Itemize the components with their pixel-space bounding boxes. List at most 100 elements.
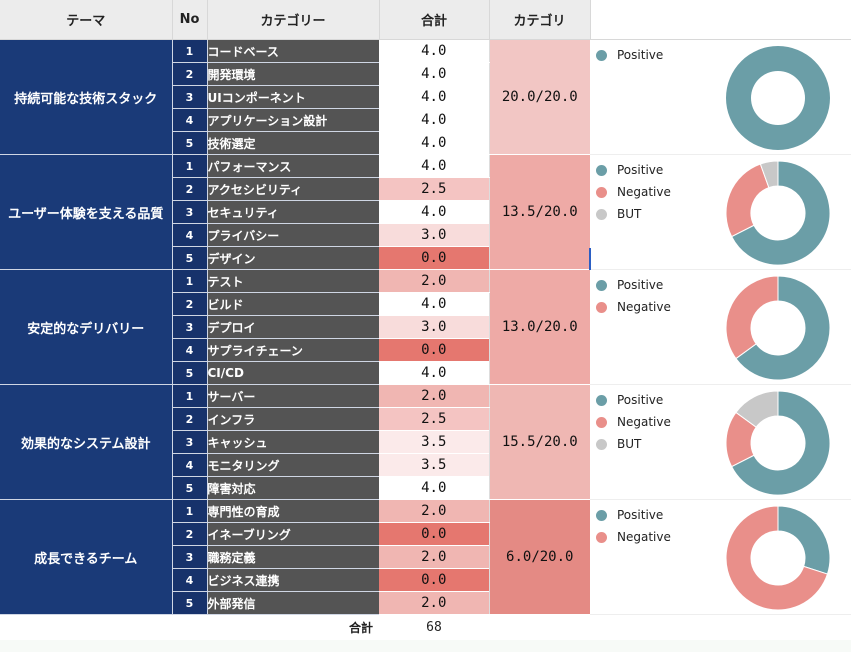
item-number[interactable]: 2 — [171, 292, 207, 316]
theme-label[interactable]: 安定的なデリバリー — [0, 269, 172, 385]
score-cell[interactable]: 4.0 — [379, 131, 489, 155]
item-number[interactable]: 1 — [171, 269, 207, 293]
category-name[interactable]: デザイン — [206, 246, 379, 270]
item-number[interactable]: 4 — [171, 568, 207, 592]
score-cell[interactable]: 2.5 — [379, 177, 489, 201]
category-name[interactable]: 専門性の育成 — [206, 499, 379, 523]
category-name[interactable]: CI/CD — [206, 361, 379, 385]
item-number[interactable]: 2 — [171, 522, 207, 546]
item-number[interactable]: 4 — [171, 338, 207, 362]
score-cell[interactable]: 3.0 — [379, 315, 489, 339]
donut-slice-negative — [725, 505, 829, 611]
table-row: 4 プライバシー 3.0 — [0, 223, 851, 247]
category-name[interactable]: ビルド — [206, 292, 379, 316]
category-name[interactable]: セキュリティ — [206, 200, 379, 224]
item-number[interactable]: 3 — [171, 315, 207, 339]
theme-label[interactable]: ユーザー体験を支える品質 — [0, 154, 172, 270]
group-total-cell[interactable]: 13.5/20.0 — [488, 154, 590, 270]
group-chart-cell: Positive — [590, 39, 851, 155]
category-name[interactable]: アクセシビリティ — [206, 177, 379, 201]
category-name[interactable]: コードベース — [206, 39, 379, 63]
category-name[interactable]: 障害対応 — [206, 476, 379, 500]
score-cell[interactable]: 2.5 — [379, 407, 489, 431]
item-number[interactable]: 3 — [171, 545, 207, 569]
theme-label[interactable]: 成長できるチーム — [0, 499, 172, 615]
score-cell[interactable]: 3.5 — [379, 430, 489, 454]
donut-slice-negative — [725, 163, 770, 238]
category-name[interactable]: イネーブリング — [206, 522, 379, 546]
score-cell[interactable]: 0.0 — [379, 522, 489, 546]
table-row: 2 イネーブリング 0.0 — [0, 522, 851, 546]
item-number[interactable]: 3 — [171, 200, 207, 224]
category-name[interactable]: UIコンポーネント — [206, 85, 379, 109]
item-number[interactable]: 5 — [171, 476, 207, 500]
table-row: 3 セキュリティ 4.0 — [0, 200, 851, 224]
score-cell[interactable]: 2.0 — [379, 591, 489, 615]
group-total-cell[interactable]: 6.0/20.0 — [488, 499, 590, 615]
group-total-cell[interactable]: 13.0/20.0 — [488, 269, 590, 385]
table-row: 4 アプリケーション設計 4.0 — [0, 108, 851, 132]
item-number[interactable]: 4 — [171, 223, 207, 247]
category-name[interactable]: 職務定義 — [206, 545, 379, 569]
score-cell[interactable]: 4.0 — [379, 108, 489, 132]
score-cell[interactable]: 4.0 — [379, 476, 489, 500]
category-name[interactable]: ビジネス連携 — [206, 568, 379, 592]
legend-dot-icon — [596, 509, 607, 521]
category-name[interactable]: サプライチェーン — [206, 338, 379, 362]
item-number[interactable]: 1 — [171, 39, 207, 63]
score-cell[interactable]: 0.0 — [379, 568, 489, 592]
score-cell[interactable]: 4.0 — [379, 361, 489, 385]
score-cell[interactable]: 2.0 — [379, 384, 489, 408]
group-total-cell[interactable]: 15.5/20.0 — [488, 384, 590, 500]
item-number[interactable]: 5 — [171, 361, 207, 385]
category-name[interactable]: プライバシー — [206, 223, 379, 247]
item-number[interactable]: 4 — [171, 108, 207, 132]
legend-dot-icon — [596, 301, 607, 313]
table-row: 持続可能な技術スタック 1 コードベース 4.0 20.0/20.0 Positive — [0, 39, 851, 155]
item-number[interactable]: 2 — [171, 407, 207, 431]
header-category: カテゴリー — [207, 0, 380, 40]
category-name[interactable]: テスト — [206, 269, 379, 293]
theme-label[interactable]: 持続可能な技術スタック — [0, 39, 172, 155]
category-name[interactable]: 外部発信 — [206, 591, 379, 615]
category-name[interactable]: 技術選定 — [206, 131, 379, 155]
item-number[interactable]: 2 — [171, 62, 207, 86]
donut-chart — [725, 390, 831, 496]
score-cell[interactable]: 4.0 — [379, 154, 489, 178]
item-number[interactable]: 5 — [171, 246, 207, 270]
category-name[interactable]: モニタリング — [206, 453, 379, 477]
score-cell[interactable]: 4.0 — [379, 62, 489, 86]
score-cell[interactable]: 3.5 — [379, 453, 489, 477]
item-number[interactable]: 4 — [171, 453, 207, 477]
score-cell[interactable]: 4.0 — [379, 200, 489, 224]
category-name[interactable]: パフォーマンス — [206, 154, 379, 178]
category-name[interactable]: サーバー — [206, 384, 379, 408]
category-name[interactable]: デプロイ — [206, 315, 379, 339]
group-total-cell[interactable]: 20.0/20.0 — [488, 39, 590, 155]
item-number[interactable]: 3 — [171, 85, 207, 109]
item-number[interactable]: 2 — [171, 177, 207, 201]
score-cell[interactable]: 2.0 — [379, 269, 489, 293]
score-cell[interactable]: 2.0 — [379, 499, 489, 523]
item-number[interactable]: 5 — [171, 131, 207, 155]
category-name[interactable]: 開発環境 — [206, 62, 379, 86]
item-number[interactable]: 3 — [171, 430, 207, 454]
legend-dot-icon — [596, 186, 607, 198]
score-cell[interactable]: 0.0 — [379, 246, 489, 270]
score-cell[interactable]: 4.0 — [379, 39, 489, 63]
item-number[interactable]: 1 — [171, 499, 207, 523]
score-cell[interactable]: 2.0 — [379, 545, 489, 569]
theme-label[interactable]: 効果的なシステム設計 — [0, 384, 172, 500]
category-name[interactable]: キャッシュ — [206, 430, 379, 454]
header-row: テーマ No カテゴリー 合計 カテゴリ — [0, 0, 851, 40]
score-cell[interactable]: 0.0 — [379, 338, 489, 362]
score-cell[interactable]: 4.0 — [379, 292, 489, 316]
category-name[interactable]: インフラ — [206, 407, 379, 431]
item-number[interactable]: 1 — [171, 384, 207, 408]
score-cell[interactable]: 3.0 — [379, 223, 489, 247]
item-number[interactable]: 1 — [171, 154, 207, 178]
item-number[interactable]: 5 — [171, 591, 207, 615]
score-cell[interactable]: 4.0 — [379, 85, 489, 109]
category-name[interactable]: アプリケーション設計 — [206, 108, 379, 132]
